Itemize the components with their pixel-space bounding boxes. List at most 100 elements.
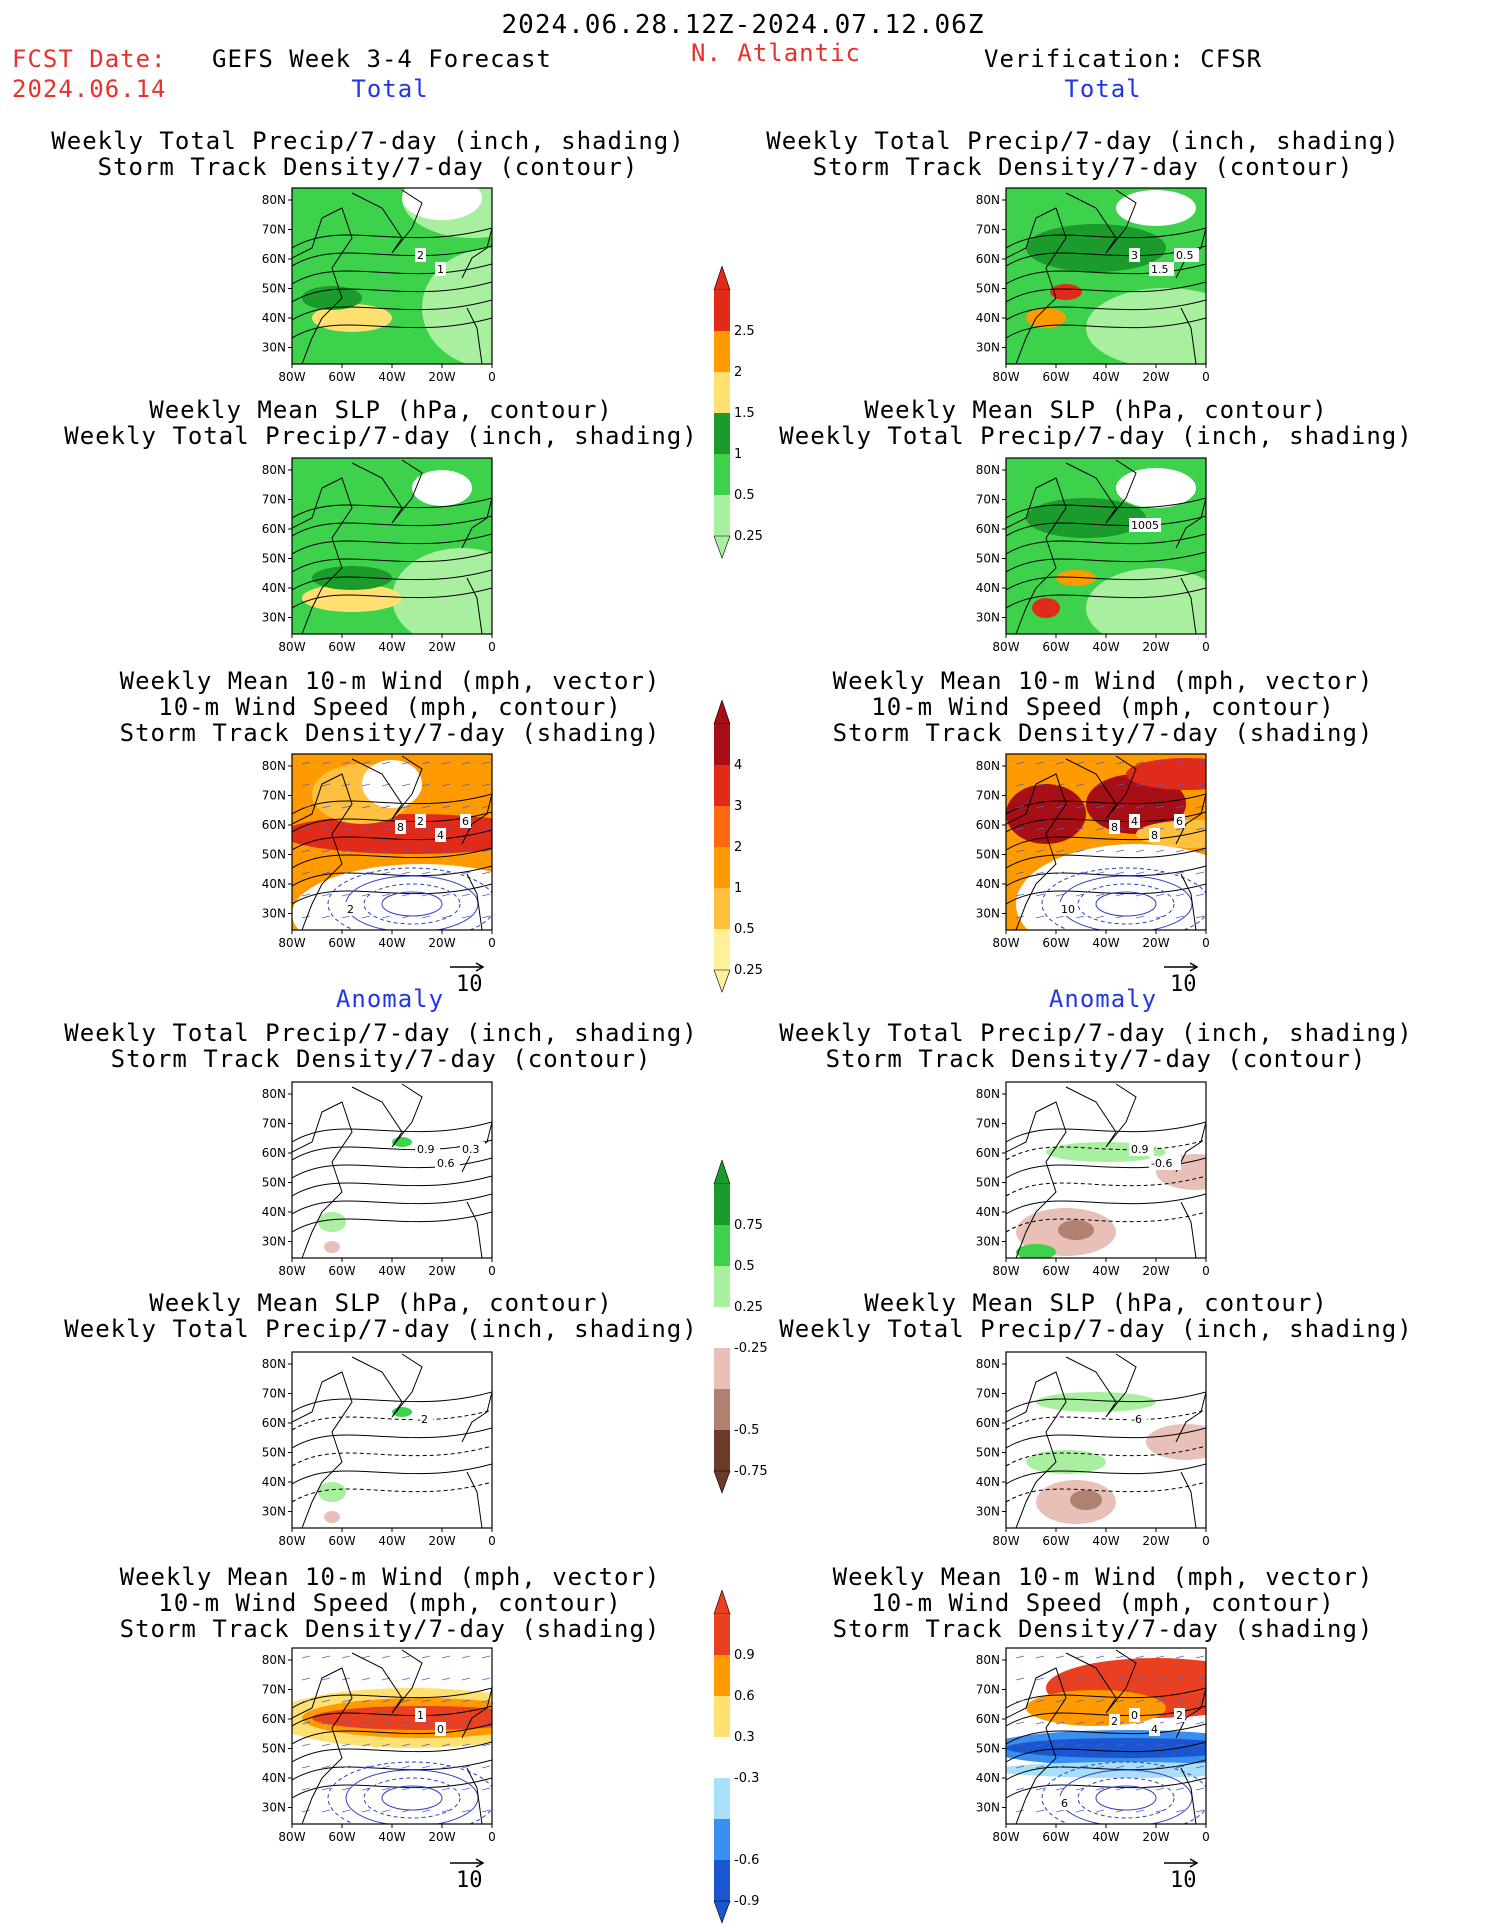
contour-line — [1006, 299, 1206, 321]
wind-vector — [1115, 849, 1125, 853]
wind-vector — [301, 805, 311, 809]
wind-vector — [1055, 1787, 1065, 1791]
vector-reference-arrow — [450, 1858, 485, 1868]
wind-vector — [461, 1743, 471, 1747]
lon-tick-label: 80W — [278, 1264, 305, 1278]
shading-region — [312, 566, 392, 590]
lat-tick-label: 60N — [262, 1146, 286, 1160]
wind-vector — [1195, 1655, 1205, 1659]
colorbar-segment — [714, 724, 730, 765]
wind-vector — [1095, 893, 1105, 897]
wind-vector — [401, 1655, 411, 1659]
wind-vector — [481, 1743, 491, 1747]
colorbar-segment — [714, 1860, 730, 1901]
wind-vector — [481, 761, 491, 765]
wind-speed-contour — [381, 891, 443, 917]
wind-vector — [1135, 849, 1145, 853]
wind-vector — [361, 1743, 371, 1747]
contour-label: 6 — [1176, 815, 1183, 828]
wind-vector — [1075, 1809, 1085, 1813]
wind-vector — [1155, 1743, 1165, 1747]
contour-label: 0.9 — [1131, 1143, 1149, 1156]
coastline — [1006, 773, 1067, 930]
wind-vector — [381, 805, 391, 809]
contour-line — [292, 1427, 492, 1449]
coastline — [466, 577, 483, 634]
lat-tick-label: 80N — [262, 463, 286, 477]
colorbar-anom-storm: 0.9 0.6 0.3 -0.3 -0.6 -0.9 — [712, 1589, 802, 1929]
wind-vector — [1075, 849, 1085, 853]
wind-vector — [1195, 1809, 1205, 1813]
coastline — [1006, 1667, 1067, 1824]
map-svg: 48 6 8 10 80N 70N 60N 50N 40N 30N 80W 60W 40W 20W 0 — [976, 753, 1210, 950]
lat-tick-label: 80N — [976, 193, 1000, 207]
wind-vector — [401, 1787, 411, 1791]
lat-tick-label: 80N — [976, 1087, 1000, 1101]
wind-vector — [461, 1677, 471, 1681]
colorbar-segment — [714, 1778, 730, 1819]
wind-vector — [401, 1721, 411, 1725]
lon-tick-label: 60W — [1042, 370, 1069, 384]
lat-tick-label: 70N — [262, 789, 286, 803]
wind-vector — [1015, 849, 1025, 853]
lat-tick-label: 50N — [262, 552, 286, 566]
wind-vector — [401, 893, 411, 897]
wind-vector — [381, 1721, 391, 1725]
colorbar-label: -0.5 — [734, 1423, 759, 1438]
lat-tick-label: 70N — [262, 1117, 286, 1131]
contour-label: 2 — [417, 249, 424, 262]
wind-vector — [321, 1809, 331, 1813]
contour-line — [292, 1193, 492, 1215]
contour-line — [292, 317, 492, 339]
wind-vector — [421, 1787, 431, 1791]
wind-vector — [301, 1743, 311, 1747]
title-fc-total-wind: Weekly Mean 10-m Wind (mph, vector) 10-m … — [119, 667, 661, 747]
map-shading — [292, 1082, 492, 1258]
lat-tick-label: 30N — [976, 907, 1000, 921]
colorbar-label: -0.9 — [734, 1894, 759, 1909]
wind-vector — [321, 1677, 331, 1681]
wind-vector — [1095, 1743, 1105, 1747]
lon-tick-label: 20W — [428, 1830, 455, 1844]
contour-label-bg — [1129, 814, 1140, 828]
contour-line — [1006, 847, 1206, 869]
shading-region — [318, 1212, 346, 1232]
lat-tick-label: 70N — [976, 789, 1000, 803]
lon-tick-label: 40W — [378, 640, 405, 654]
wind-vector — [441, 1677, 451, 1681]
map-fc-anom-precip: 0.9 0.6 0.3 80N 70N 60N 50N 40N 30N 80W 60W 40W 20W 0 — [256, 1080, 526, 1290]
wind-vector — [1115, 871, 1125, 875]
shading-region — [312, 1706, 492, 1730]
contour-label-bg — [1149, 1156, 1181, 1170]
contour-label: 2 — [1176, 1709, 1183, 1722]
wind-vector — [421, 893, 431, 897]
wind-vector — [1135, 1787, 1145, 1791]
wind-vector — [481, 1677, 491, 1681]
wind-vector — [1015, 871, 1025, 875]
colorbar-label: 2 — [734, 840, 742, 855]
wind-vector — [461, 805, 471, 809]
wind-vector — [1155, 1787, 1165, 1791]
contour-label-bg — [1109, 820, 1120, 834]
lat-tick-label: 40N — [976, 311, 1000, 325]
wind-vector — [461, 849, 471, 853]
wind-vector — [1075, 1765, 1085, 1769]
wind-vector — [401, 783, 411, 787]
coastline — [351, 1083, 423, 1148]
wind-vector — [441, 1765, 451, 1769]
wind-vector — [321, 849, 331, 853]
wind-vector — [1195, 849, 1205, 853]
wind-vector — [1195, 1721, 1205, 1725]
wind-vector — [1175, 893, 1185, 897]
lat-tick-label: 70N — [976, 1387, 1000, 1401]
contour-label: 0.5 — [1176, 249, 1194, 262]
title-fc-anom-precip: Weekly Total Precip/7-day (inch, shading… — [64, 1019, 698, 1073]
lat-tick-label: 60N — [976, 818, 1000, 832]
wind-vector — [481, 871, 491, 875]
wind-vector — [381, 871, 391, 875]
contour-label-bg — [1174, 248, 1199, 262]
wind-vector — [301, 893, 311, 897]
wind-vector — [481, 1765, 491, 1769]
